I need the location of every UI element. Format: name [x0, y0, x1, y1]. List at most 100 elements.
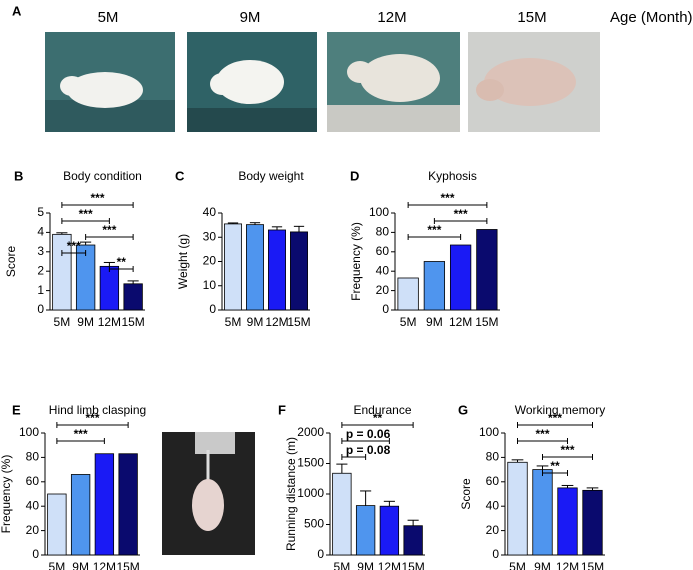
y-tick-label: 60 — [486, 474, 500, 488]
x-tick-label: 15M — [581, 560, 604, 570]
x-tick-label: 15M — [116, 560, 139, 570]
bar — [449, 244, 472, 311]
bar — [532, 469, 553, 556]
significance-label: *** — [440, 191, 454, 205]
bar — [99, 265, 120, 311]
y-axis-label: Frequency (%) — [349, 222, 363, 301]
x-tick-label: 12M — [98, 315, 121, 329]
y-tick-label: 0 — [317, 547, 324, 561]
x-tick-label: 15M — [287, 315, 310, 329]
y-tick-label: 0 — [492, 547, 499, 561]
significance-label: *** — [79, 207, 93, 221]
bar — [582, 489, 603, 556]
bar — [70, 474, 91, 556]
y-tick-label: 2000 — [297, 425, 324, 439]
y-tick-label: 0 — [382, 302, 389, 316]
x-tick-label: 9M — [357, 560, 374, 570]
y-tick-label: 40 — [376, 263, 390, 277]
y-axis-label: Frequency (%) — [0, 455, 13, 534]
bar — [75, 244, 96, 311]
y-axis-label: Running distance (m) — [284, 437, 298, 551]
x-tick-label: 5M — [225, 315, 242, 329]
bar — [47, 493, 67, 556]
x-tick-label: 12M — [378, 560, 401, 570]
bar — [268, 229, 286, 311]
significance-label: *** — [74, 427, 88, 441]
x-tick-label: 12M — [556, 560, 579, 570]
x-tick-label: 9M — [426, 315, 443, 329]
y-axis-label: Weight (g) — [176, 234, 190, 289]
significance-label: *** — [427, 223, 441, 237]
y-tick-label: 20 — [486, 523, 500, 537]
y-tick-label: 20 — [376, 283, 390, 297]
significance-label: *** — [454, 207, 468, 221]
y-tick-label: 20 — [26, 523, 40, 537]
age-label: 12M — [377, 9, 406, 26]
y-tick-label: 0 — [209, 302, 216, 316]
panel-letter: G — [458, 402, 468, 417]
bar — [397, 277, 419, 311]
significance-label: *** — [535, 427, 549, 441]
significance-label: *** — [102, 223, 116, 237]
x-tick-label: 5M — [334, 560, 351, 570]
y-tick-label: 40 — [486, 498, 500, 512]
y-tick-label: 0 — [37, 302, 44, 316]
y-tick-label: 100 — [479, 425, 499, 439]
significance-label: *** — [548, 411, 562, 425]
x-tick-label: 9M — [534, 560, 551, 570]
significance-label: *** — [90, 191, 104, 205]
y-tick-label: 500 — [304, 517, 324, 531]
x-tick-label: 12M — [93, 560, 116, 570]
x-tick-label: 15M — [121, 315, 144, 329]
y-tick-label: 1500 — [297, 456, 324, 470]
bar — [118, 453, 138, 556]
y-axis-label: Score — [4, 246, 18, 278]
bar — [224, 223, 242, 311]
age-label: 5M — [98, 9, 119, 26]
significance-label: ** — [550, 459, 560, 473]
bar — [507, 461, 528, 556]
y-tick-label: 5 — [37, 205, 44, 219]
age-label: 15M — [517, 9, 546, 26]
y-tick-label: 60 — [26, 474, 40, 488]
chart-title: Endurance — [353, 403, 411, 417]
significance-label: p = 0.06 — [346, 427, 391, 441]
bar — [123, 283, 143, 311]
significance-label: *** — [85, 411, 99, 425]
bar — [476, 229, 498, 311]
y-tick-label: 100 — [369, 205, 389, 219]
bar — [94, 453, 115, 556]
panel-letter: A — [12, 3, 22, 18]
y-tick-label: 20 — [203, 254, 217, 268]
panel-letter: B — [14, 168, 23, 183]
bar — [246, 224, 264, 311]
x-tick-label: 9M — [77, 315, 94, 329]
bar — [403, 525, 423, 556]
chart-title: Working memory — [515, 403, 605, 417]
x-tick-label: 5M — [49, 560, 66, 570]
x-tick-label: 9M — [72, 560, 89, 570]
chart-title: Kyphosis — [428, 169, 477, 183]
y-tick-label: 100 — [19, 425, 39, 439]
bar — [423, 261, 446, 311]
bar — [557, 487, 578, 556]
panel-letter: C — [175, 168, 185, 183]
y-tick-label: 2 — [37, 263, 44, 277]
panel-letter: E — [12, 402, 21, 417]
chart-title: Body condition — [63, 169, 142, 183]
y-tick-label: 30 — [203, 229, 217, 243]
panel-letter: D — [350, 168, 359, 183]
y-tick-label: 10 — [203, 278, 217, 292]
chart-title: Body weight — [238, 169, 304, 183]
y-tick-label: 80 — [26, 450, 40, 464]
bar — [332, 472, 352, 556]
y-tick-label: 1 — [37, 283, 44, 297]
x-tick-label: 15M — [401, 560, 424, 570]
y-tick-label: 40 — [26, 498, 40, 512]
y-tick-label: 80 — [486, 450, 500, 464]
x-tick-label: 5M — [400, 315, 417, 329]
x-tick-label: 12M — [265, 315, 288, 329]
chart-title: Hind limb clasping — [49, 403, 146, 417]
mouse-photos — [45, 32, 600, 555]
